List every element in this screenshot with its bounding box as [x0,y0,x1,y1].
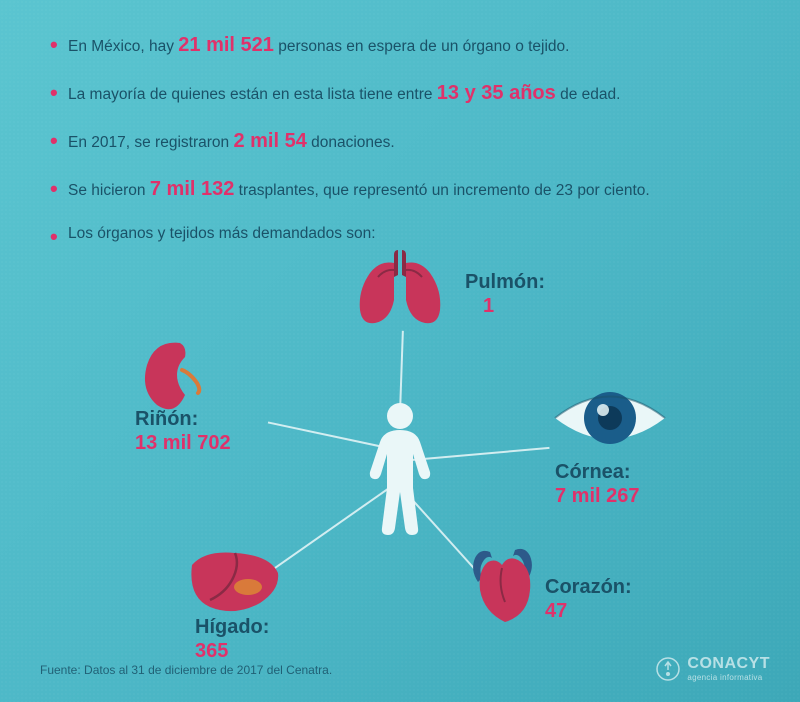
heart-icon [460,540,545,630]
organ-value: 1 [465,294,545,319]
organ-diagram: Pulmón: 1 Riñón: 13 mil 702 Córnea: 7 mi… [0,235,800,665]
logo-icon [655,656,681,682]
organ-label: Riñón: [135,407,231,431]
logo-name: CONACYT [687,655,770,672]
organ-corazon [460,540,545,635]
bullet-text: En México, hay [68,38,178,55]
organ-pulmon [350,245,450,335]
bullet-item: En 2017, se registraron 2 mil 54 donacio… [50,126,760,156]
bullet-highlight: 2 mil 54 [233,130,306,152]
organ-rinon-label: Riñón: 13 mil 702 [135,407,231,456]
liver-icon [180,545,285,620]
organ-pulmon-label: Pulmón: 1 [465,270,545,319]
logo-sub: agencia informativa [687,673,770,682]
organ-label: Córnea: [555,460,640,484]
lungs-icon [350,245,450,330]
eye-icon [545,380,675,455]
bullet-text: donaciones. [307,134,395,151]
connector-line [399,331,403,406]
organ-cornea [545,380,675,460]
logo: CONACYT agencia informativa [655,655,770,682]
source-text: Fuente: Datos al 31 de diciembre de 2017… [40,663,332,677]
bullet-item: En México, hay 21 mil 521 personas en es… [50,30,760,60]
bullet-highlight: 13 y 35 años [437,82,556,104]
organ-label: Hígado: [195,615,269,639]
organ-value: 7 mil 267 [555,484,640,509]
bullet-list: En México, hay 21 mil 521 personas en es… [0,0,800,273]
kidney-icon [135,335,205,415]
organ-higado-label: Hígado: 365 [195,615,269,664]
organ-cornea-label: Córnea: 7 mil 267 [555,460,640,509]
organ-label: Corazón: [545,575,632,599]
organ-value: 47 [545,599,632,624]
bullet-item: La mayoría de quienes están en esta list… [50,78,760,108]
bullet-text: La mayoría de quienes están en esta list… [68,86,437,103]
organ-higado [180,545,285,625]
bullet-text: de edad. [556,86,621,103]
bullet-text: trasplantes, que representó un increment… [234,182,649,199]
bullet-text: En 2017, se registraron [68,134,233,151]
bullet-text: personas en espera de un órgano o tejido… [274,38,570,55]
organ-corazon-label: Corazón: 47 [545,575,632,624]
organ-value: 365 [195,639,269,664]
bullet-highlight: 7 mil 132 [150,178,235,200]
bullet-item: Se hicieron 7 mil 132 trasplantes, que r… [50,174,760,204]
person-icon [360,400,440,540]
organ-value: 13 mil 702 [135,431,231,456]
bullet-text: Se hicieron [68,182,150,199]
organ-label: Pulmón: [465,270,545,294]
bullet-highlight: 21 mil 521 [178,34,274,56]
